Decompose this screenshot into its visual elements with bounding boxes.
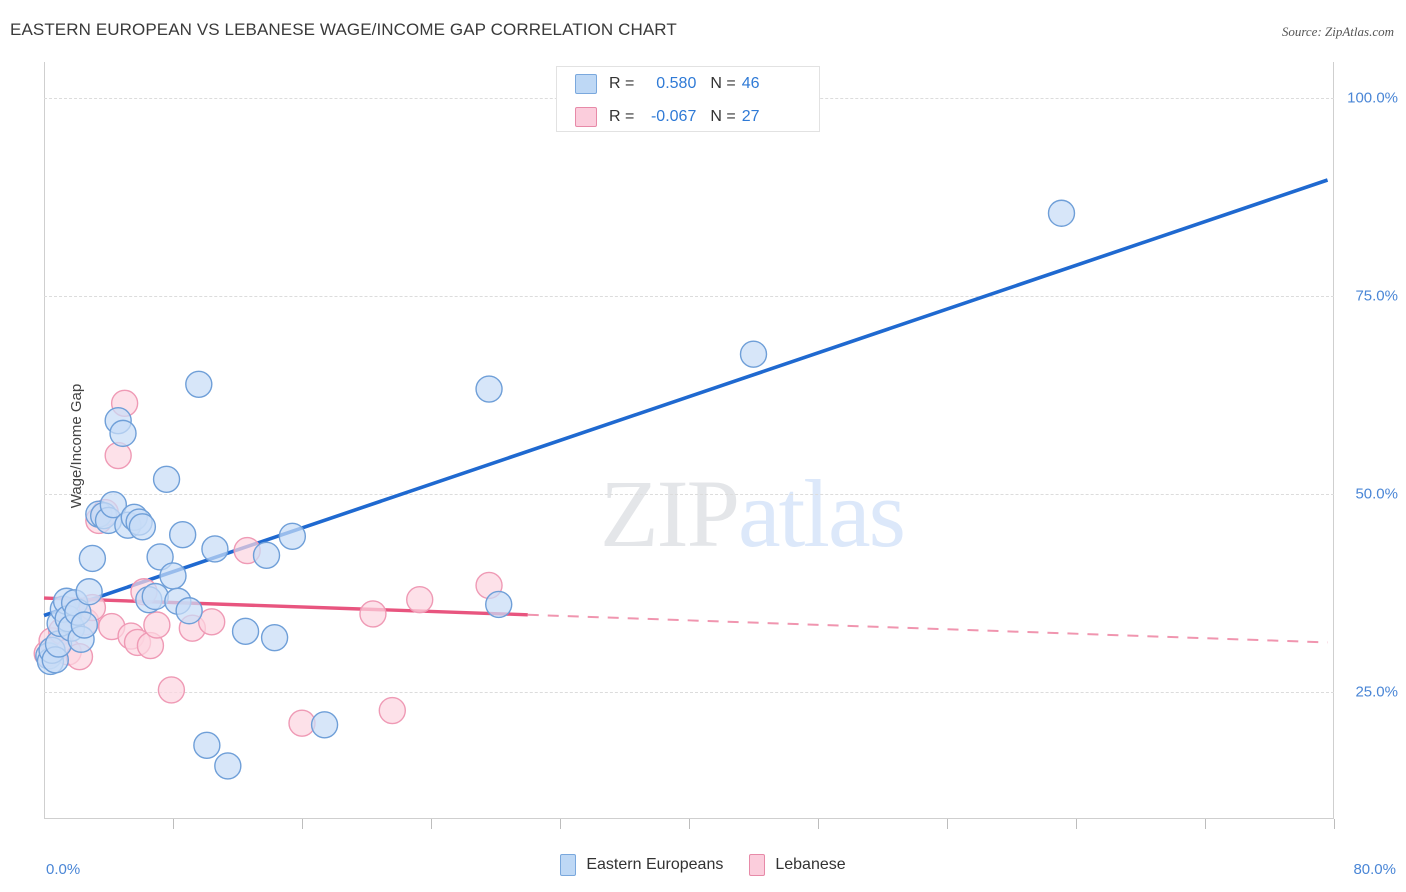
- trend-line-lebanese-dashed: [527, 613, 1328, 644]
- correlation-legend: R = 0.580 N = 46 R = -0.067 N = 27: [556, 66, 820, 132]
- eastern-european-point[interactable]: [310, 711, 339, 739]
- y-axis-tick-label: 25.0%: [1355, 683, 1398, 700]
- y-axis-title: Wage/Income Gap: [67, 383, 85, 509]
- eastern-european-point[interactable]: [1047, 199, 1076, 227]
- y-axis-tick-label: 100.0%: [1347, 89, 1398, 107]
- page-title: EASTERN EUROPEAN VS LEBANESE WAGE/INCOME…: [10, 20, 677, 39]
- x-axis-max-label: 80.0%: [1353, 861, 1396, 878]
- legend-r-value-blue: 0.580: [656, 74, 697, 92]
- eastern-european-point[interactable]: [214, 752, 242, 780]
- legend-swatch-pink: [575, 106, 597, 127]
- eastern-european-point[interactable]: [168, 521, 197, 549]
- eastern-european-point[interactable]: [485, 590, 513, 619]
- series-label-eastern-europeans: Eastern Europeans: [586, 856, 724, 873]
- gridline: [44, 493, 1334, 495]
- eastern-european-point[interactable]: [152, 465, 181, 494]
- legend-swatch-blue: [575, 73, 597, 94]
- eastern-european-point[interactable]: [70, 611, 99, 639]
- lebanese-point[interactable]: [197, 608, 226, 636]
- x-axis-line: [44, 818, 1334, 819]
- legend-n-label-pink: N =: [710, 107, 736, 125]
- x-axis-tick: [1334, 819, 1335, 829]
- x-axis-tick: [818, 819, 819, 829]
- gridline: [44, 691, 1334, 693]
- trend-lines: [43, 178, 1329, 644]
- eastern-european-point[interactable]: [185, 370, 213, 398]
- legend-r-label-pink: R =: [609, 107, 635, 125]
- eastern-european-point[interactable]: [252, 541, 281, 570]
- plot-right-border: [1333, 62, 1334, 819]
- eastern-european-point[interactable]: [260, 623, 289, 652]
- legend-r-label-blue: R =: [609, 74, 635, 92]
- eastern-european-point[interactable]: [475, 375, 503, 403]
- lebanese-point[interactable]: [378, 696, 406, 725]
- series-legend: Eastern Europeans Lebanese: [0, 854, 1406, 876]
- lebanese-point[interactable]: [406, 585, 434, 614]
- eastern-european-point[interactable]: [141, 582, 169, 611]
- series-legend-item-lebanese[interactable]: Lebanese: [749, 854, 846, 876]
- legend-row-eastern-europeans: R = 0.580 N = 46: [557, 67, 819, 100]
- x-axis-tick: [947, 819, 948, 829]
- eastern-european-point[interactable]: [128, 513, 157, 541]
- legend-row-lebanese: R = -0.067 N = 27: [557, 100, 819, 133]
- eastern-european-point[interactable]: [193, 731, 221, 760]
- gridline: [44, 295, 1334, 297]
- series-label-lebanese: Lebanese: [775, 856, 846, 873]
- legend-r-value-pink: -0.067: [650, 107, 697, 125]
- x-axis-tick: [302, 819, 303, 829]
- eastern-european-point[interactable]: [739, 340, 768, 368]
- eastern-european-point[interactable]: [109, 419, 137, 448]
- y-axis-tick-label: 75.0%: [1355, 287, 1398, 305]
- eastern-european-points: [35, 199, 1076, 780]
- eastern-european-point[interactable]: [201, 535, 229, 563]
- x-axis-tick: [173, 819, 174, 829]
- x-axis-tick: [689, 819, 690, 829]
- eastern-european-point[interactable]: [278, 522, 307, 551]
- x-axis-tick: [1205, 819, 1206, 829]
- eastern-european-point[interactable]: [231, 617, 260, 646]
- legend-n-value-pink: 27: [741, 107, 760, 125]
- series-legend-item-eastern-europeans[interactable]: Eastern Europeans: [560, 854, 723, 876]
- x-axis-min-label: 0.0%: [46, 861, 81, 878]
- eastern-european-point[interactable]: [159, 562, 187, 590]
- data-layer: [33, 178, 1329, 780]
- source-attribution: Source: ZipAtlas.com: [1281, 24, 1394, 39]
- x-axis-tick: [1076, 819, 1077, 829]
- x-axis-tick: [431, 819, 432, 829]
- y-axis-tick-label: 50.0%: [1355, 485, 1398, 503]
- x-axis-tick: [560, 819, 561, 829]
- lebanese-point[interactable]: [157, 676, 186, 704]
- y-axis-line: [44, 62, 45, 819]
- eastern-european-point[interactable]: [75, 578, 103, 606]
- series-swatch-blue: [560, 854, 577, 876]
- eastern-european-point[interactable]: [99, 490, 128, 519]
- trend-line-lebanese-solid: [43, 596, 528, 617]
- lebanese-point[interactable]: [359, 600, 387, 628]
- eastern-european-point[interactable]: [78, 544, 107, 573]
- plot-area: ZIPatlas: [33, 62, 1335, 829]
- lebanese-point[interactable]: [104, 441, 132, 470]
- lebanese-point[interactable]: [143, 611, 171, 639]
- eastern-european-point[interactable]: [146, 543, 174, 571]
- series-swatch-pink: [749, 854, 766, 876]
- eastern-european-point[interactable]: [175, 597, 203, 625]
- legend-n-label-blue: N =: [710, 74, 736, 92]
- legend-n-value-blue: 46: [741, 74, 760, 92]
